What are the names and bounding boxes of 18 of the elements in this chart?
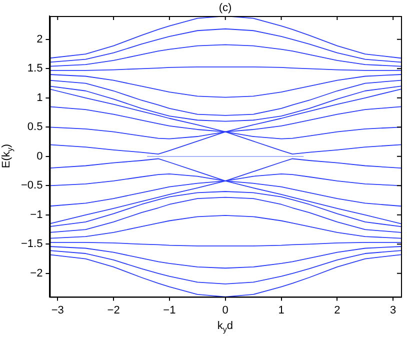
y-tick-label: −2: [30, 267, 43, 280]
x-tick-label: −1: [163, 304, 176, 316]
x-tick-label: −2: [107, 304, 120, 316]
y-tick-label: 1.5: [27, 62, 43, 75]
chart-title: (c): [218, 2, 232, 14]
x-tick-label: 1: [278, 304, 284, 316]
x-tick-label: 2: [334, 304, 340, 316]
y-tick-label: −1.5: [20, 238, 43, 250]
y-tick-label: −1: [30, 208, 43, 221]
y-tick-label: 0: [36, 150, 43, 162]
y-tick-label: 0.5: [27, 121, 43, 134]
y-tick-label: 2: [36, 33, 43, 46]
x-axis-title: k$_{y}$d: [217, 320, 233, 334]
y-tick-label: −0.5: [20, 180, 43, 192]
x-tick-label: −3: [51, 304, 64, 316]
x-tick-label: 0: [222, 304, 228, 316]
x-tick-label: 3: [390, 304, 396, 316]
y-tick-label: 1: [36, 92, 43, 104]
